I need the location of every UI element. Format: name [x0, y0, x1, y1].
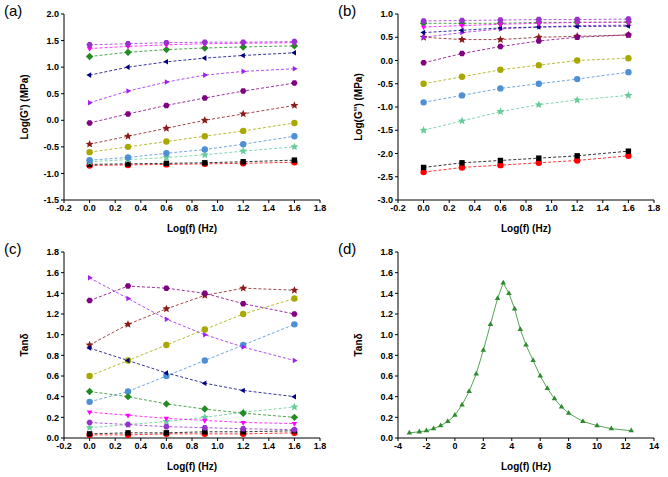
- svg-text:1.6: 1.6: [380, 268, 393, 278]
- svg-text:0.8: 0.8: [46, 351, 59, 361]
- svg-text:1.0: 1.0: [545, 203, 558, 213]
- svg-text:1.4: 1.4: [597, 203, 610, 213]
- svg-text:-4: -4: [394, 441, 402, 451]
- svg-text:1.8: 1.8: [46, 247, 59, 257]
- svg-text:0.2: 0.2: [46, 413, 59, 423]
- svg-text:0.0: 0.0: [83, 441, 96, 451]
- svg-text:2: 2: [481, 441, 486, 451]
- svg-text:0.0: 0.0: [380, 56, 393, 66]
- svg-text:Log(f) (Hz): Log(f) (Hz): [167, 461, 217, 472]
- html-text:(d): (d): [338, 240, 357, 257]
- svg-text:0.2: 0.2: [109, 441, 122, 451]
- svg-text:-0.2: -0.2: [56, 441, 72, 452]
- svg-text:1.5: 1.5: [46, 36, 59, 46]
- svg-text:-2: -2: [422, 441, 430, 451]
- svg-text:0.0: 0.0: [380, 433, 393, 443]
- svg-text:1.4: 1.4: [46, 289, 59, 299]
- svg-text:0.6: 0.6: [160, 441, 173, 451]
- svg-text:1.0: 1.0: [380, 9, 393, 19]
- svg-text:-1.0: -1.0: [43, 169, 59, 179]
- svg-text:0.8: 0.8: [520, 203, 533, 213]
- svg-text:1.0: 1.0: [46, 62, 59, 72]
- svg-text:0.8: 0.8: [380, 351, 393, 361]
- svg-text:0.4: 0.4: [469, 203, 482, 213]
- svg-text:12: 12: [621, 441, 631, 451]
- svg-text:2.0: 2.0: [46, 9, 59, 19]
- svg-text:1.0: 1.0: [211, 441, 224, 451]
- svg-text:14: 14: [649, 441, 659, 451]
- svg-text:-3.0: -3.0: [377, 195, 393, 205]
- svg-text:Log(G') (MPa): Log(G') (MPa): [19, 74, 30, 139]
- svg-text:1.6: 1.6: [622, 203, 635, 213]
- svg-text:1.2: 1.2: [46, 309, 59, 319]
- svg-text:1.6: 1.6: [288, 441, 301, 451]
- svg-text:1.8: 1.8: [648, 203, 660, 213]
- svg-text:-0.2: -0.2: [56, 203, 72, 214]
- svg-text:1.8: 1.8: [314, 441, 327, 451]
- svg-text:Tanδ: Tanδ: [353, 333, 364, 356]
- svg-text:-0.5: -0.5: [43, 142, 59, 152]
- svg-text:0.6: 0.6: [46, 371, 59, 381]
- svg-text:0.2: 0.2: [380, 413, 393, 423]
- svg-text:-1.5: -1.5: [43, 195, 59, 205]
- svg-text:1.4: 1.4: [263, 441, 276, 451]
- svg-text:-0.5: -0.5: [377, 79, 393, 89]
- svg-text:-2.5: -2.5: [377, 172, 393, 182]
- svg-text:1.2: 1.2: [380, 309, 393, 319]
- svg-text:-1.0: -1.0: [377, 102, 393, 112]
- svg-text:0.4: 0.4: [46, 392, 59, 402]
- svg-text:8: 8: [566, 441, 571, 451]
- svg-text:Log(f) (Hz): Log(f) (Hz): [501, 223, 551, 234]
- svg-text:-0.2: -0.2: [390, 203, 406, 214]
- svg-text:1.0: 1.0: [211, 203, 224, 213]
- svg-text:0.4: 0.4: [135, 203, 148, 213]
- svg-text:1.0: 1.0: [380, 330, 393, 340]
- svg-text:-2.0: -2.0: [377, 149, 393, 159]
- svg-text:10: 10: [592, 441, 602, 451]
- svg-text:0.2: 0.2: [443, 203, 456, 213]
- svg-text:0.0: 0.0: [417, 203, 430, 213]
- svg-text:6: 6: [538, 441, 543, 451]
- svg-text:0.5: 0.5: [380, 32, 393, 42]
- html-text:(a): (a): [4, 2, 23, 19]
- svg-text:Log(f) (Hz): Log(f) (Hz): [501, 461, 551, 472]
- svg-text:1.8: 1.8: [314, 203, 327, 213]
- svg-text:0.2: 0.2: [109, 203, 122, 213]
- svg-text:1.2: 1.2: [571, 203, 584, 213]
- svg-text:0.0: 0.0: [46, 115, 59, 125]
- html-text:(b): (b): [338, 2, 357, 19]
- svg-text:1.6: 1.6: [46, 268, 59, 278]
- svg-text:0.6: 0.6: [494, 203, 507, 213]
- html-text:(c): (c): [4, 240, 22, 257]
- svg-text:1.6: 1.6: [288, 203, 301, 213]
- svg-text:1.8: 1.8: [380, 247, 393, 257]
- svg-text:1.2: 1.2: [237, 203, 250, 213]
- svg-text:0.8: 0.8: [186, 441, 199, 451]
- svg-text:0: 0: [452, 441, 457, 451]
- svg-text:1.2: 1.2: [237, 441, 250, 451]
- svg-text:0.4: 0.4: [380, 392, 393, 402]
- svg-text:-1.5: -1.5: [377, 125, 393, 135]
- svg-text:0.6: 0.6: [160, 203, 173, 213]
- svg-text:1.4: 1.4: [380, 289, 393, 299]
- svg-text:4: 4: [509, 441, 514, 451]
- svg-text:0.5: 0.5: [46, 89, 59, 99]
- svg-text:Log(G'') (MPa): Log(G'') (MPa): [353, 73, 364, 141]
- svg-text:0.6: 0.6: [380, 371, 393, 381]
- svg-text:0.4: 0.4: [135, 441, 148, 451]
- svg-text:1.0: 1.0: [46, 330, 59, 340]
- svg-text:Tanδ: Tanδ: [19, 333, 30, 356]
- svg-text:0.8: 0.8: [186, 203, 199, 213]
- svg-text:1.4: 1.4: [263, 203, 276, 213]
- svg-text:0.0: 0.0: [46, 433, 59, 443]
- svg-text:Log(f) (Hz): Log(f) (Hz): [167, 223, 217, 234]
- svg-text:0.0: 0.0: [83, 203, 96, 213]
